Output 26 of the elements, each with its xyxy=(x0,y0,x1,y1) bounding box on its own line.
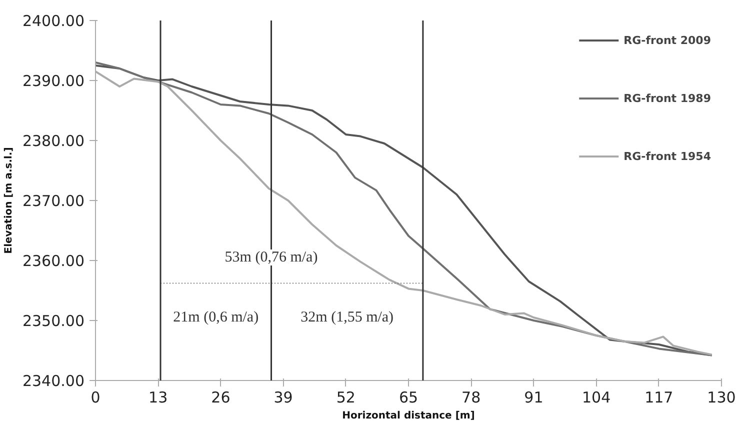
y-tick-label: 2350.00 xyxy=(22,312,84,330)
y-tick-label: 2360.00 xyxy=(22,252,84,270)
y-tick-label: 2380.00 xyxy=(22,132,84,150)
x-tick-label: 78 xyxy=(462,388,481,406)
x-tick-label: 26 xyxy=(211,388,230,406)
x-tick-label: 91 xyxy=(524,388,544,406)
x-tick-label: 130 xyxy=(707,388,736,406)
annotation: 53m (0,76 m/a) xyxy=(224,250,318,266)
legend-label: RG-front 1954 xyxy=(624,150,711,162)
annotation: 21m (0,6 m/a) xyxy=(173,310,259,326)
x-tick-label: 117 xyxy=(644,388,674,406)
x-tick-label: 65 xyxy=(398,388,418,406)
x-tick-label: 39 xyxy=(274,388,293,406)
y-tick-label: 2370.00 xyxy=(22,192,84,210)
legend-label: RG-front 2009 xyxy=(624,34,711,46)
legend-label: RG-front 1989 xyxy=(624,92,711,104)
x-tick-label: 52 xyxy=(336,388,356,406)
x-axis-title: Horizontal distance [m] xyxy=(342,410,475,422)
x-tick-label: 13 xyxy=(148,388,168,406)
y-tick-label: 2340.00 xyxy=(22,372,84,390)
annotation: 32m (1,55 m/a) xyxy=(300,310,394,326)
x-tick-label: 0 xyxy=(90,388,100,406)
y-tick-label: 2390.00 xyxy=(22,72,84,90)
y-tick-label: 2400.00 xyxy=(22,12,84,30)
y-axis-title: Elevation [m a.s.l.] xyxy=(3,147,14,254)
x-tick-label: 104 xyxy=(582,388,611,406)
